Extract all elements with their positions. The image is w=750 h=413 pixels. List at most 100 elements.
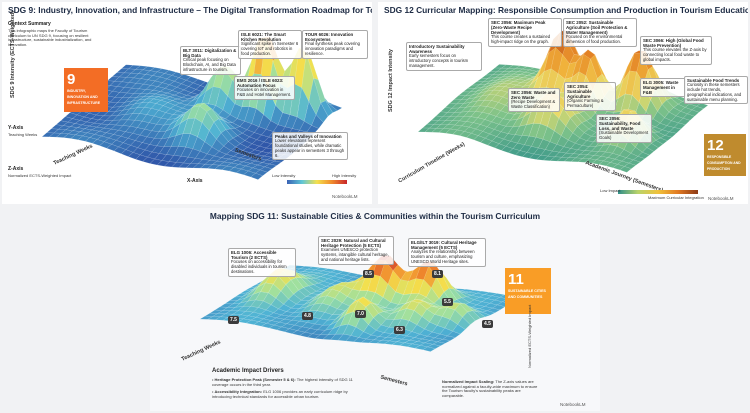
- sdg-logo: 11 SUSTAINABLE CITIES AND COMMUNITIES: [505, 268, 551, 314]
- driver-text: ELG 1006 provides an early curriculum ri…: [212, 389, 348, 399]
- annotation-text: (Organic Farming & Permaculture): [567, 98, 604, 109]
- peak-label: 7.0: [355, 310, 366, 318]
- annotation: BLT 3011: Digitalization & Big Data Criti…: [180, 46, 241, 75]
- logo-number: 9: [67, 71, 76, 88]
- scaling-note: Normalized Impact Scaling: The Z-axis va…: [442, 379, 542, 398]
- body-text: This infographic maps the Faculty of Tou…: [8, 28, 92, 47]
- surface-cell: [442, 335, 456, 341]
- annotation: ISLE 6021: The Smart Kitchen Revolution S…: [238, 30, 302, 59]
- z-axis-label: Normalized ECTS-Weighted Impact: [8, 173, 72, 178]
- annotation-text: Analyzes the relationship between touris…: [411, 249, 475, 264]
- title: SDG 12 Curricular Mapping: Responsible C…: [384, 5, 748, 15]
- credit: NotebookLM: [332, 194, 358, 199]
- surface-cell: [427, 344, 441, 349]
- z-axis-title: SDG 9 Intensity (ECTS-Weighted): [10, 11, 16, 98]
- annotation-title: ELG 1006: Accessible Tourism (2 ECTS): [231, 250, 277, 261]
- surface-cell: [320, 100, 333, 117]
- peak-label: 4.8: [302, 312, 313, 320]
- z-axis-heading: Z-Axis: [8, 166, 24, 172]
- surface-cell: [452, 324, 466, 335]
- annotation: TOUR 6026: Innovation Ecosystems Final sy…: [302, 30, 368, 59]
- surface-cell: [664, 131, 677, 138]
- annotation-text: Lower elevations represent foundational …: [275, 138, 345, 158]
- legend-high: Maximum Curricular Integration: [648, 195, 704, 200]
- annotation-text: Critical peak focusing on Blockchain, AI…: [183, 57, 236, 72]
- annotation-title: BLT 3011: Digitalization & Big Data: [183, 48, 237, 59]
- annotation: SEC 3066: High (Global Food Waste Preven…: [640, 36, 712, 65]
- credit: NotebookLM: [560, 402, 586, 407]
- surface-cell: [255, 169, 268, 176]
- annotation-text: Final synthesis peak covering innovation…: [305, 41, 360, 56]
- legend-high: High Intensity: [332, 173, 357, 178]
- annotation-text: (Recipe Development & Waste Classificati…: [511, 99, 556, 109]
- peak-label: 6.3: [394, 326, 405, 334]
- annotation-text: Focuses on accessibility for disabled in…: [231, 259, 287, 274]
- annotation: Sustainable Food Trends Curiosity in thes…: [684, 76, 748, 105]
- surface-cell: [482, 310, 496, 316]
- annotation-title: SEC 3066: High (Global Food Waste Preven…: [643, 38, 704, 49]
- surface-cell: [669, 127, 682, 134]
- surface-cell: [325, 100, 338, 113]
- surface-cell: [264, 163, 278, 169]
- logo-text: SUSTAINABLE CITIES AND COMMUNITIES: [508, 289, 546, 299]
- panel-sdg11: Mapping SDG 11: Sustainable Cities & Com…: [150, 208, 600, 411]
- driver-title: Accessibility Integration:: [214, 389, 263, 394]
- annotation: ELG 1006: Accessible Tourism (2 ECTS) Foc…: [228, 248, 296, 277]
- surface-cell: [269, 160, 282, 166]
- peak-label: 5.5: [442, 298, 453, 306]
- heading: Context Summary: [8, 21, 51, 27]
- driver-text: The highest intensity of SDG 11 coverage…: [212, 377, 353, 387]
- z-axis-label: Normalized ECTS-Weighted Impact: [527, 304, 532, 368]
- annotation-title: Sustainable Food Trends: [687, 78, 740, 83]
- annotation-title: ISLE 6021: The Smart Kitchen Revolution: [241, 32, 286, 43]
- surface-cell: [311, 114, 324, 129]
- annotation-title: SEC 2056: Waste and Zero Waste: [511, 90, 556, 101]
- annotation: SEC 2029: Natural and Cultural Heritage …: [318, 236, 394, 265]
- annotation: SEC 2056: Sustainability, Food Loss, and…: [596, 114, 652, 143]
- driver: • Heritage Protection Peak (Semester 5 &…: [212, 377, 353, 387]
- logo-text: INDUSTRY, INNOVATION AND INFRASTRUCTURE: [67, 89, 101, 105]
- annotation: SEC 2052: Sustainable Agriculture (Soil …: [563, 18, 637, 47]
- y-axis-label: Teaching Weeks: [8, 132, 38, 137]
- peak-label: 8.1: [432, 270, 443, 278]
- annotation-text: Focused on the environmental dimension o…: [566, 34, 623, 45]
- annotation-title: ELG/ILT 3019: Cultural Heritage Manageme…: [411, 240, 477, 251]
- panel-sdg12: SDG 12 Curricular Mapping: Responsible C…: [378, 2, 748, 204]
- surface-cell: [628, 159, 641, 166]
- driver: • Accessibility Integration: ELG 1006 pr…: [212, 389, 348, 399]
- sdg-logo: 9 INDUSTRY, INNOVATION AND INFRASTRUCTURE: [64, 68, 108, 112]
- annotation-text: Curiosity in these semesters include hot…: [687, 82, 742, 102]
- heading: Academic Impact Drivers: [212, 368, 284, 374]
- annotation: SEC 2054: Sustainable Agriculture (Organi…: [564, 82, 616, 111]
- annotation-text: This course creates a sustained high-imp…: [491, 34, 551, 45]
- y-axis-heading: Y-Axis: [8, 125, 24, 131]
- logo-number: 11: [508, 271, 524, 288]
- annotation-title: EMS 2016 / ISLE 6023: Automation Focus: [237, 78, 284, 89]
- annotation: ELG/ILT 3019: Cultural Heritage Manageme…: [408, 238, 486, 267]
- annotation-title: TOUR 6026: Innovation Ecosystems: [305, 32, 354, 43]
- annotation-title: SEC 2029: Natural and Cultural Heritage …: [321, 238, 386, 249]
- surface-cell: [250, 173, 264, 180]
- annotation-title: SEC 2056: Maximum Peak (Zero-Waste Recip…: [491, 20, 546, 36]
- annotation-title: SEC 2056: Sustainability, Food Loss, and…: [599, 116, 641, 132]
- annotation-title: SEC 2052: Sustainable Agriculture (Soil …: [566, 20, 628, 36]
- panel-sdg9: SDG 9: Industry, Innovation, and Infrast…: [2, 2, 372, 204]
- logo-number: 12: [707, 137, 724, 154]
- title: Mapping SDG 11: Sustainable Cities & Com…: [209, 211, 541, 221]
- surface-cell: [457, 316, 471, 330]
- scaling-text: The Z-axis values are normalized against…: [442, 379, 538, 398]
- surface-cell: [329, 104, 343, 111]
- peak-label: 4.5: [482, 320, 493, 328]
- surface-cell: [673, 122, 686, 130]
- annotation-text: (Sustainable Development Goals): [599, 130, 649, 141]
- scaling-title: Normalized Impact Scaling:: [442, 379, 495, 384]
- surface-cell: [678, 118, 691, 125]
- peak-label: 8.5: [363, 270, 374, 278]
- credit: NotebookLM: [708, 196, 734, 201]
- annotation-title: Peaks and Valleys of Innovation: [275, 134, 342, 139]
- colorbar: [287, 180, 347, 184]
- annotation-text: Early semesters focus on introductory co…: [409, 53, 469, 68]
- surface-cell: [642, 147, 655, 156]
- annotation-title: Introductory Sustainability Awareness: [409, 44, 465, 55]
